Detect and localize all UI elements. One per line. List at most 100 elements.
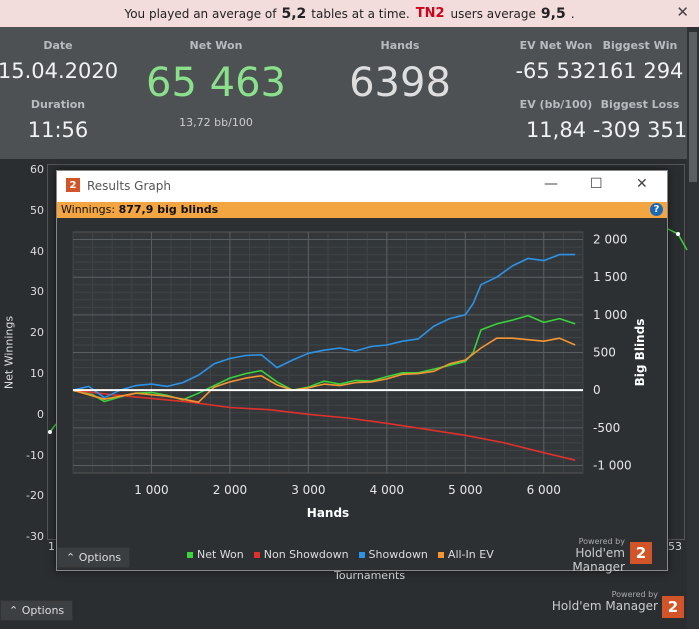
options-button[interactable]: ⌃ Options: [57, 547, 131, 568]
brand-text: Hold'em Manager: [572, 546, 625, 574]
x-tick-label: 4 000: [370, 483, 404, 497]
brand-text: Hold'em Manager: [551, 599, 658, 613]
banner-avg-tables: 5,2: [281, 5, 307, 22]
close-icon[interactable]: ✕: [676, 3, 689, 21]
biggest-win-value: 161 294: [596, 59, 684, 83]
tournament-chart-xlabel: Tournaments: [334, 569, 406, 582]
ev-net-won-label: EV Net Won: [519, 39, 593, 52]
chart-legend: Net Won Non Showdown Showdown All-In EV: [187, 548, 494, 561]
hands-label: Hands: [380, 39, 420, 52]
biggest-win-label: Biggest Win: [602, 39, 678, 52]
banner-end: .: [570, 6, 575, 21]
legend-item: Showdown: [358, 548, 428, 561]
date-value: 15.04.2020: [0, 59, 119, 83]
biggest-loss-label: Biggest Loss: [600, 98, 680, 111]
window-titlebar[interactable]: 2 Results Graph — ☐ ✕: [57, 171, 667, 202]
y-tick-label: 500: [593, 346, 616, 360]
hm-logo-icon: 2: [662, 596, 684, 618]
legend-label: Net Won: [197, 548, 244, 561]
y-tick-label: -1 000: [593, 458, 632, 472]
tournament-chart-y-tick: 0: [37, 407, 44, 421]
tournament-chart-y-tick: -20: [26, 489, 44, 503]
tournament-point: [676, 232, 680, 236]
powered-by-text: Powered by: [611, 590, 658, 599]
powered-by-hm: Powered by Hold'em Manager: [540, 590, 658, 613]
bb-per-100-value: 13,72 bb/100: [179, 116, 253, 129]
y-tick-label: 0: [593, 383, 601, 397]
legend-label: Showdown: [368, 548, 428, 561]
x-tick-label: 1 000: [134, 483, 168, 497]
net-won-label: Net Won: [189, 39, 243, 52]
results-graph-window: 2 Results Graph — ☐ ✕ Winnings: 877,9 bi…: [56, 170, 668, 574]
duration-label: Duration: [30, 98, 86, 111]
tournament-point: [48, 430, 52, 434]
legend-swatch: [187, 551, 193, 558]
close-icon[interactable]: ✕: [636, 176, 648, 192]
x-axis-label: Hands: [307, 506, 349, 520]
legend-swatch: [253, 551, 260, 558]
tournament-line-right: [665, 227, 688, 251]
legend-label: Non Showdown: [263, 548, 349, 561]
y-tick-label: 1 500: [593, 270, 627, 284]
ev-bb-label: EV (bb/100): [519, 98, 593, 111]
tournament-chart-y-tick: 30: [30, 285, 44, 299]
x-tick-label: 5 000: [448, 483, 482, 497]
banner-group-avg: 9,5: [540, 5, 566, 22]
ev-bb-value: 11,84: [525, 118, 587, 142]
options-button[interactable]: ⌃ Options: [0, 600, 74, 621]
chevron-up-icon: ⌃: [66, 551, 76, 564]
duration-value: 11:56: [27, 118, 89, 142]
results-chart: 1 000 2 000 3 000 4 000 5 000 6 000 2 000 1 500…: [72, 231, 647, 520]
tournament-chart-y-tick: 60: [30, 163, 44, 176]
tournament-chart-x-start: 1: [48, 540, 55, 553]
scrollbar-thumb[interactable]: [689, 32, 697, 182]
date-label: Date: [43, 39, 73, 52]
tournament-chart-y-tick: 10: [30, 367, 44, 380]
hm-logo-icon: 2: [630, 542, 652, 564]
winnings-bar: Winnings: 877,9 big blinds ?: [57, 202, 667, 218]
banner-suffix: users average: [450, 6, 536, 21]
legend-item: All-In EV: [437, 548, 494, 561]
tournament-chart-x-end: 53: [668, 540, 682, 553]
tournament-chart-y-tick: 40: [30, 244, 44, 258]
session-stats-panel: Date 15.04.2020 Duration 11:56 Net Won 6…: [0, 27, 687, 159]
y-tick-label: 2 000: [593, 233, 627, 247]
x-tick-label: 6 000: [527, 483, 561, 497]
x-tick-label: 2 000: [213, 483, 247, 497]
legend-swatch: [358, 551, 365, 558]
options-label: Options: [21, 604, 65, 617]
x-tick-label: 3 000: [291, 483, 325, 497]
average-tables-banner: You played an average of 5,2 tables at a…: [0, 0, 699, 27]
winnings-label: Winnings:: [61, 203, 116, 216]
tournament-chart-y-tick: 50: [30, 203, 44, 217]
winnings-value: 877,9 big blinds: [118, 203, 219, 216]
ev-net-won-value: -65 532: [515, 59, 597, 83]
powered-by-hm: Powered by Hold'em Manager: [527, 537, 625, 574]
banner-prefix: You played an average of: [124, 6, 277, 21]
tournament-chart-y-tick: 20: [30, 326, 44, 340]
series-line-net-won: [72, 314, 576, 403]
y-axis-label: Big Blinds: [633, 319, 647, 387]
chevron-up-icon: ⌃: [9, 604, 19, 617]
options-label: Options: [78, 551, 122, 564]
help-icon[interactable]: ?: [650, 203, 663, 216]
tournament-chart-y-tick: -30: [26, 530, 44, 544]
legend-swatch: [437, 551, 444, 558]
y-tick-label: 1 000: [593, 308, 627, 322]
powered-by-text: Powered by: [578, 537, 625, 546]
maximize-icon[interactable]: ☐: [590, 176, 603, 192]
y-tick-label: -500: [593, 421, 620, 435]
banner-group: TN2: [415, 6, 445, 21]
hm-logo-icon: 2: [66, 178, 80, 192]
hands-value: 6398: [349, 60, 451, 106]
tournament-chart-y-tick: -10: [26, 448, 44, 462]
legend-item: Non Showdown: [253, 548, 349, 561]
legend-item: Net Won: [187, 548, 244, 561]
biggest-loss-value: -309 351: [592, 118, 688, 142]
window-title: Results Graph: [87, 179, 171, 193]
legend-label: All-In EV: [447, 548, 494, 561]
vertical-scrollbar[interactable]: [687, 27, 699, 629]
series-line-showdown: [72, 253, 576, 399]
minimize-icon[interactable]: —: [544, 176, 558, 192]
